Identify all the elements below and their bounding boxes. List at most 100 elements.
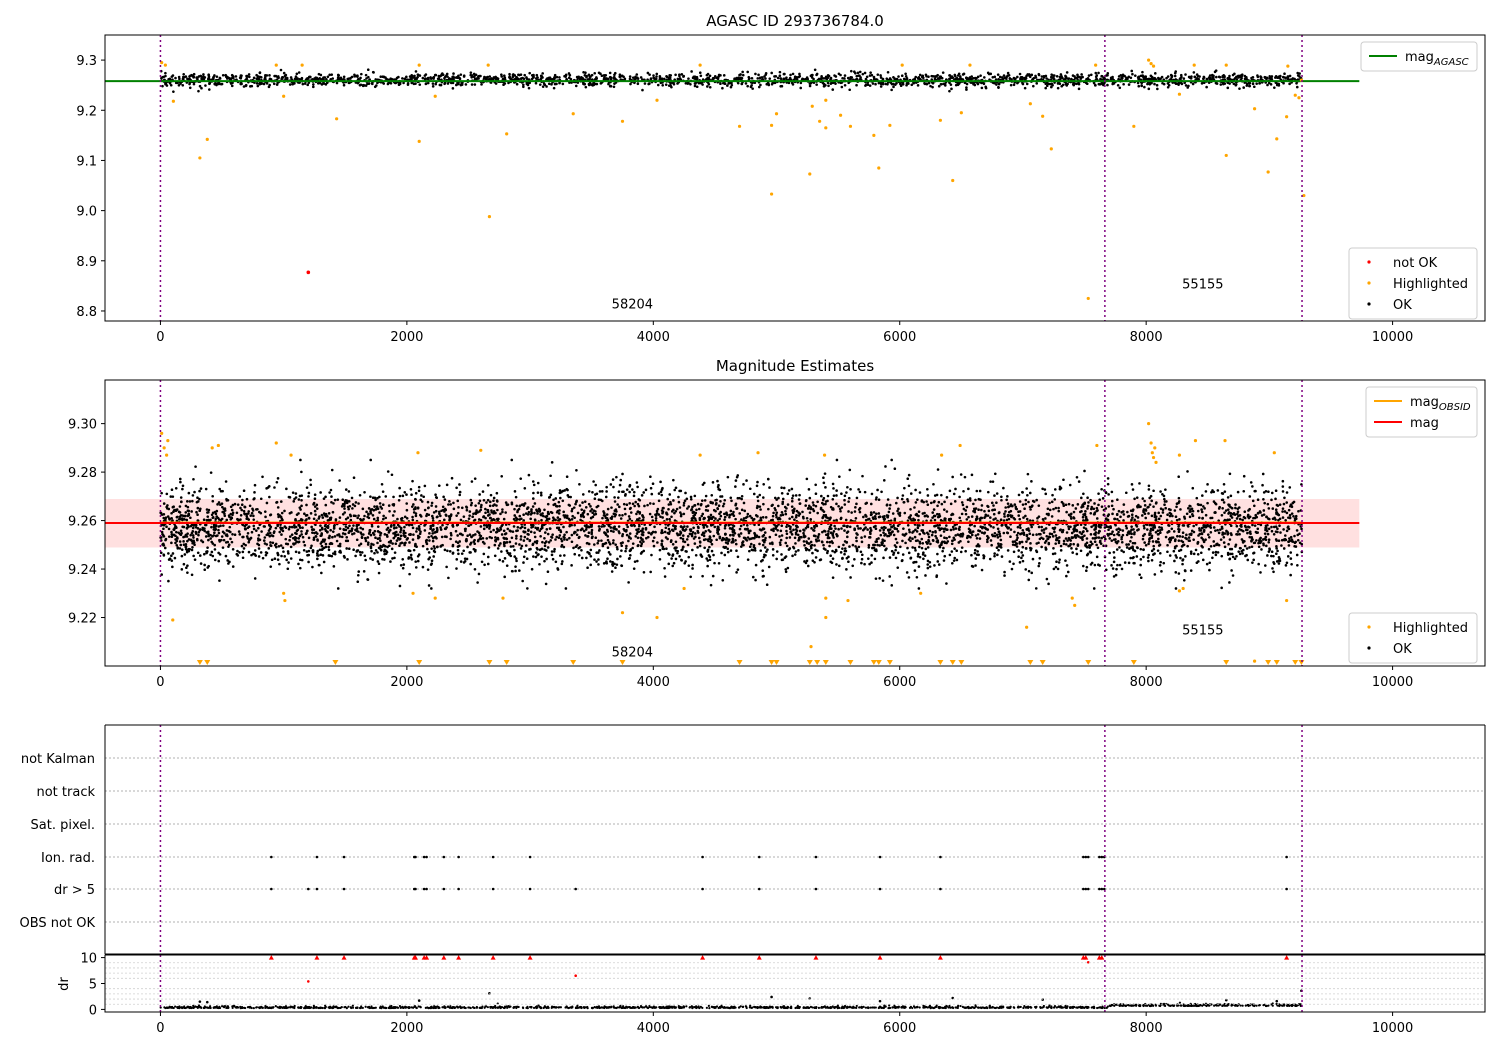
ok-point <box>466 545 469 549</box>
ok-point <box>284 542 288 546</box>
ok-point <box>597 498 601 501</box>
ok-point <box>215 75 219 78</box>
ok-point <box>287 552 290 555</box>
ok-point <box>1153 573 1157 576</box>
ok-point <box>628 556 631 560</box>
ok-point <box>894 83 897 86</box>
ok-point <box>594 483 598 487</box>
ok-point <box>411 518 415 522</box>
ok-point <box>838 475 841 478</box>
ok-point <box>358 550 362 554</box>
ok-point <box>843 552 846 556</box>
ok-point <box>465 505 468 509</box>
ok-point <box>605 77 608 80</box>
ok-point <box>1159 514 1163 518</box>
ok-point <box>1122 513 1126 516</box>
ok-point <box>1057 509 1061 513</box>
ok-point <box>991 508 994 512</box>
ok-point <box>998 75 1002 79</box>
ok-point <box>533 502 537 505</box>
ok-point <box>552 498 555 502</box>
ok-point <box>200 86 203 90</box>
ok-point <box>907 473 911 477</box>
ok-point <box>515 504 519 508</box>
ok-point <box>1249 532 1252 536</box>
highlighted-point <box>487 215 492 219</box>
ok-point <box>218 579 221 582</box>
ok-point <box>805 477 809 481</box>
ok-point <box>1057 561 1061 564</box>
highlighted-point <box>300 63 304 67</box>
ok-point <box>586 566 589 570</box>
ok-point <box>375 84 378 87</box>
ok-point <box>791 496 794 500</box>
ok-point <box>928 529 932 533</box>
ok-point <box>595 505 599 509</box>
ok-point <box>1015 533 1019 537</box>
ok-point <box>780 524 784 528</box>
highlighted-point <box>769 192 774 196</box>
ok-point <box>972 502 975 506</box>
ok-point <box>1248 546 1251 549</box>
ok-point <box>289 535 292 538</box>
highlighted-point <box>968 63 972 67</box>
ok-point <box>520 77 523 80</box>
ok-point <box>420 500 424 503</box>
ok-point <box>430 534 433 538</box>
ok-point <box>1166 85 1170 89</box>
ok-point <box>661 84 664 87</box>
ok-point <box>1294 545 1298 548</box>
ok-point <box>182 543 186 547</box>
ok-point <box>1267 540 1271 544</box>
ok-point <box>242 547 246 550</box>
ok-point <box>212 75 215 79</box>
ok-point <box>193 490 196 494</box>
ok-point <box>426 547 429 551</box>
ok-point <box>263 510 267 513</box>
ok-point <box>257 534 261 537</box>
ok-point <box>647 82 650 86</box>
ok-point <box>776 528 779 532</box>
ok-point <box>1194 548 1198 552</box>
ok-point <box>1295 81 1298 85</box>
ok-point <box>562 525 565 529</box>
ok-point <box>434 496 438 499</box>
ok-point <box>584 528 588 531</box>
ok-point <box>534 81 538 85</box>
ok-point <box>584 71 587 75</box>
ok-point <box>1136 81 1140 85</box>
ok-point <box>1054 565 1058 569</box>
ok-point <box>558 76 561 79</box>
ok-point <box>195 510 198 514</box>
ok-point <box>661 545 665 549</box>
ok-point <box>957 533 961 537</box>
ok-point <box>250 530 254 534</box>
ok-point <box>410 73 413 77</box>
ok-point <box>301 535 305 539</box>
ok-point <box>469 503 473 507</box>
ok-point <box>283 509 286 513</box>
ok-point <box>834 75 838 78</box>
ok-point <box>405 75 408 79</box>
ok-point <box>888 77 892 80</box>
ok-point <box>764 554 767 557</box>
ok-point <box>1248 507 1251 511</box>
ok-point <box>670 528 674 532</box>
ok-point <box>595 560 598 563</box>
ok-point <box>734 542 738 546</box>
ok-point <box>539 491 543 495</box>
ok-point <box>658 548 662 552</box>
ok-point <box>159 551 163 555</box>
ok-point <box>674 509 678 513</box>
ok-point <box>996 527 1000 531</box>
ok-point <box>527 86 531 90</box>
ok-point <box>997 82 1001 86</box>
ok-point <box>541 85 545 88</box>
ok-point <box>1212 74 1215 78</box>
ok-point <box>776 517 780 521</box>
ok-point <box>729 549 733 552</box>
ok-point <box>422 495 425 499</box>
ok-point <box>657 513 661 516</box>
ok-point <box>371 496 375 500</box>
ok-point <box>176 515 179 519</box>
